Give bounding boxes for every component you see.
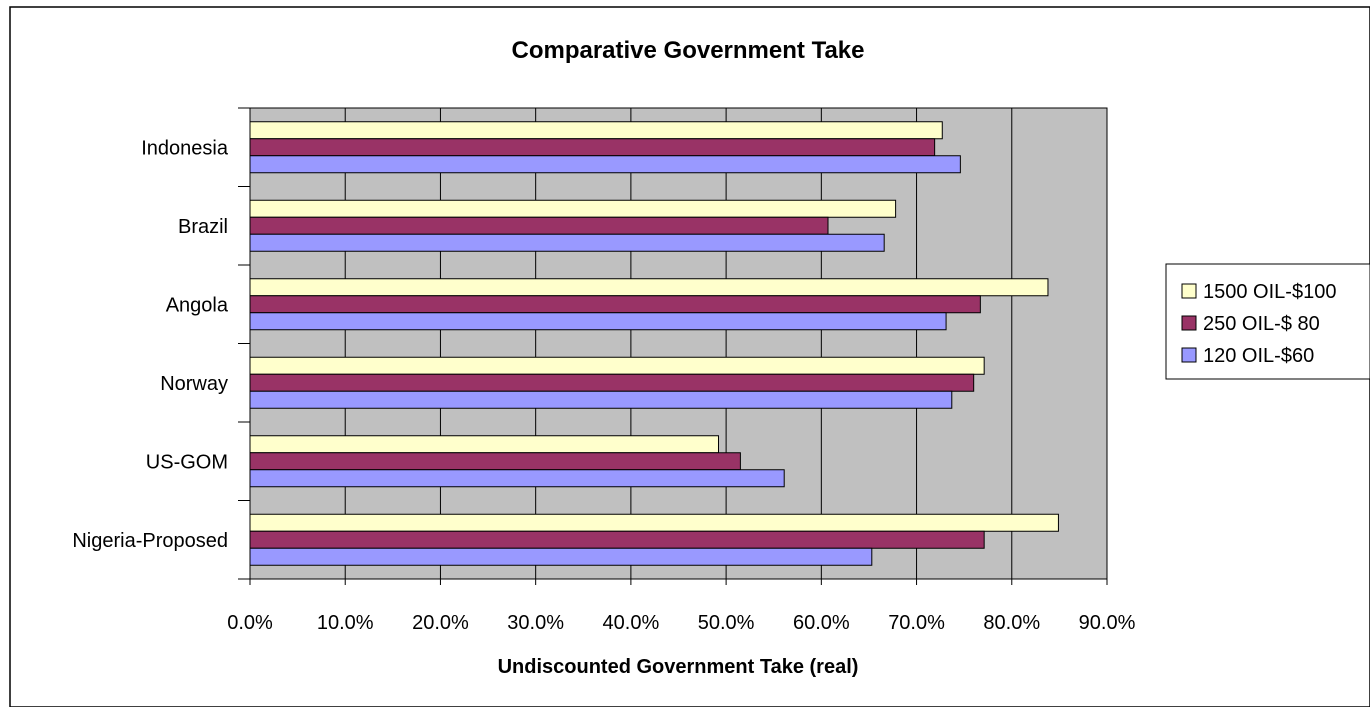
legend-swatch — [1181, 315, 1197, 331]
bar — [249, 138, 936, 157]
x-tick-label: 30.0% — [507, 612, 564, 634]
y-tick-label: Brazil — [178, 216, 228, 238]
axes — [238, 107, 1108, 585]
bar — [249, 373, 975, 392]
bar — [249, 469, 785, 488]
bar — [249, 199, 897, 218]
bar — [249, 295, 981, 314]
x-tick-label: 70.0% — [888, 612, 945, 634]
bars — [249, 121, 1059, 566]
y-tick-label: Norway — [160, 373, 228, 395]
bar — [249, 312, 947, 331]
bar — [249, 547, 873, 566]
y-tick-labels: Indonesia Brazil Angola Norway US-GOM Nigeria… — [72, 137, 229, 552]
x-tick-label: 90.0% — [1079, 612, 1136, 634]
bar — [249, 121, 943, 140]
bar — [249, 356, 985, 375]
legend-label: 1500 OIL-$100 — [1203, 281, 1336, 303]
gridlines — [344, 108, 1013, 579]
legend-label: 250 OIL-$ 80 — [1203, 313, 1320, 335]
bar — [249, 452, 741, 471]
legend-swatch — [1181, 347, 1197, 363]
legend-box — [1165, 263, 1370, 380]
x-tick-label: 50.0% — [698, 612, 755, 634]
plot-area — [249, 107, 1108, 580]
bar — [249, 155, 961, 174]
x-tick-label: 80.0% — [983, 612, 1040, 634]
legend-swatch — [1181, 283, 1197, 299]
x-tick-label: 20.0% — [412, 612, 469, 634]
bar — [249, 216, 829, 235]
x-tick-label: 60.0% — [793, 612, 850, 634]
x-axis-title: Undiscounted Government Take (real) — [498, 656, 859, 678]
bar — [249, 390, 953, 409]
y-tick-label: Nigeria-Proposed — [72, 530, 228, 552]
x-tick-label: 40.0% — [603, 612, 660, 634]
bar — [249, 530, 985, 549]
y-tick-label: Indonesia — [141, 137, 229, 159]
legend: 1500 OIL-$100 250 OIL-$ 80 120 OIL-$60 — [1165, 263, 1370, 380]
bar — [249, 278, 1049, 297]
y-tick-label: US-GOM — [146, 451, 228, 473]
legend-label: 120 OIL-$60 — [1203, 345, 1314, 367]
chart-title: Comparative Government Take — [511, 37, 864, 64]
y-tick-label: Angola — [166, 294, 229, 316]
x-tick-label: 10.0% — [317, 612, 374, 634]
bar — [249, 513, 1059, 532]
bar — [249, 233, 885, 252]
x-tick-label: 0.0% — [227, 612, 273, 634]
bar — [249, 435, 719, 454]
x-tick-labels: 0.0% 10.0% 20.0% 30.0% 40.0% 50.0% 60.0% 70.0% 8… — [227, 612, 1135, 634]
